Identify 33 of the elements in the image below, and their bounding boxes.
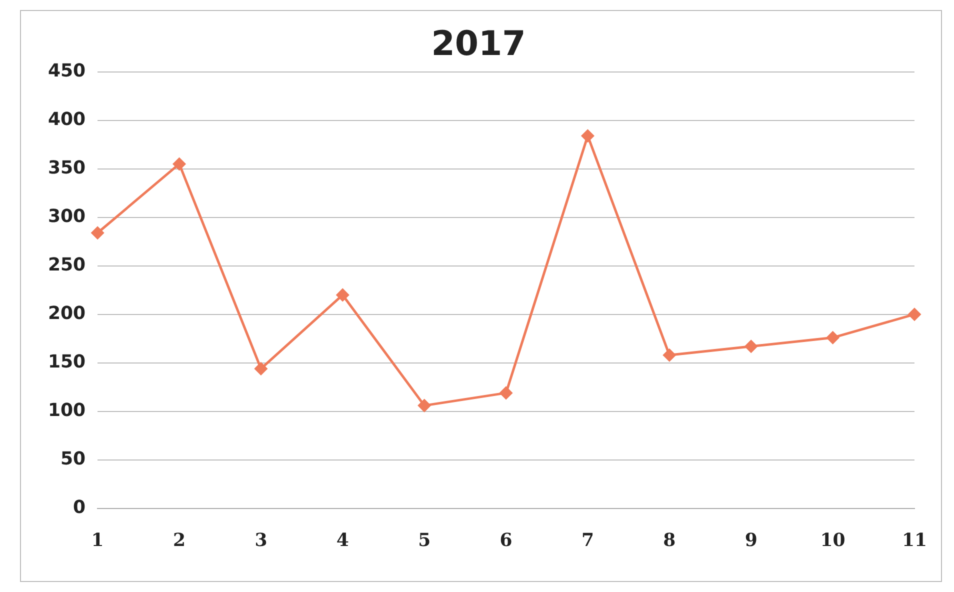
y-tick-label: 150 (48, 352, 86, 373)
y-tick-label: 400 (48, 108, 86, 130)
x-tick-label: 8 (663, 530, 676, 551)
y-tick-label: 100 (48, 400, 86, 422)
point (908, 308, 921, 321)
y-tick-label: 0 (73, 497, 86, 518)
point (663, 348, 676, 362)
point (173, 158, 186, 170)
x-tick-label: 9 (744, 530, 758, 551)
x-tick-label: 6 (500, 530, 512, 551)
x-tick-label: 11 (902, 530, 928, 551)
x-tick-label: 10 (820, 530, 846, 551)
y-tick-label: 250 (48, 254, 86, 276)
point (744, 340, 758, 353)
point (336, 288, 349, 302)
y-tick-label: 350 (48, 157, 86, 178)
x-tick-label: 2 (173, 530, 186, 551)
x-tick-label: 7 (581, 530, 594, 551)
point (581, 130, 594, 142)
chart-title: 2017 (431, 24, 526, 64)
y-tick-label: 300 (48, 206, 86, 228)
x-tick-label: 3 (254, 530, 268, 551)
point (826, 331, 840, 344)
y-tick-label: 450 (48, 60, 86, 82)
y-tick-label: 200 (48, 303, 86, 324)
point (500, 386, 512, 400)
x-tick-label: 5 (418, 530, 431, 551)
point (91, 226, 104, 240)
x-tick-label: 4 (336, 530, 349, 551)
point (254, 362, 268, 375)
y-tick-label: 50 (60, 448, 86, 470)
x-tick-label: 1 (91, 530, 104, 551)
point (418, 399, 431, 412)
